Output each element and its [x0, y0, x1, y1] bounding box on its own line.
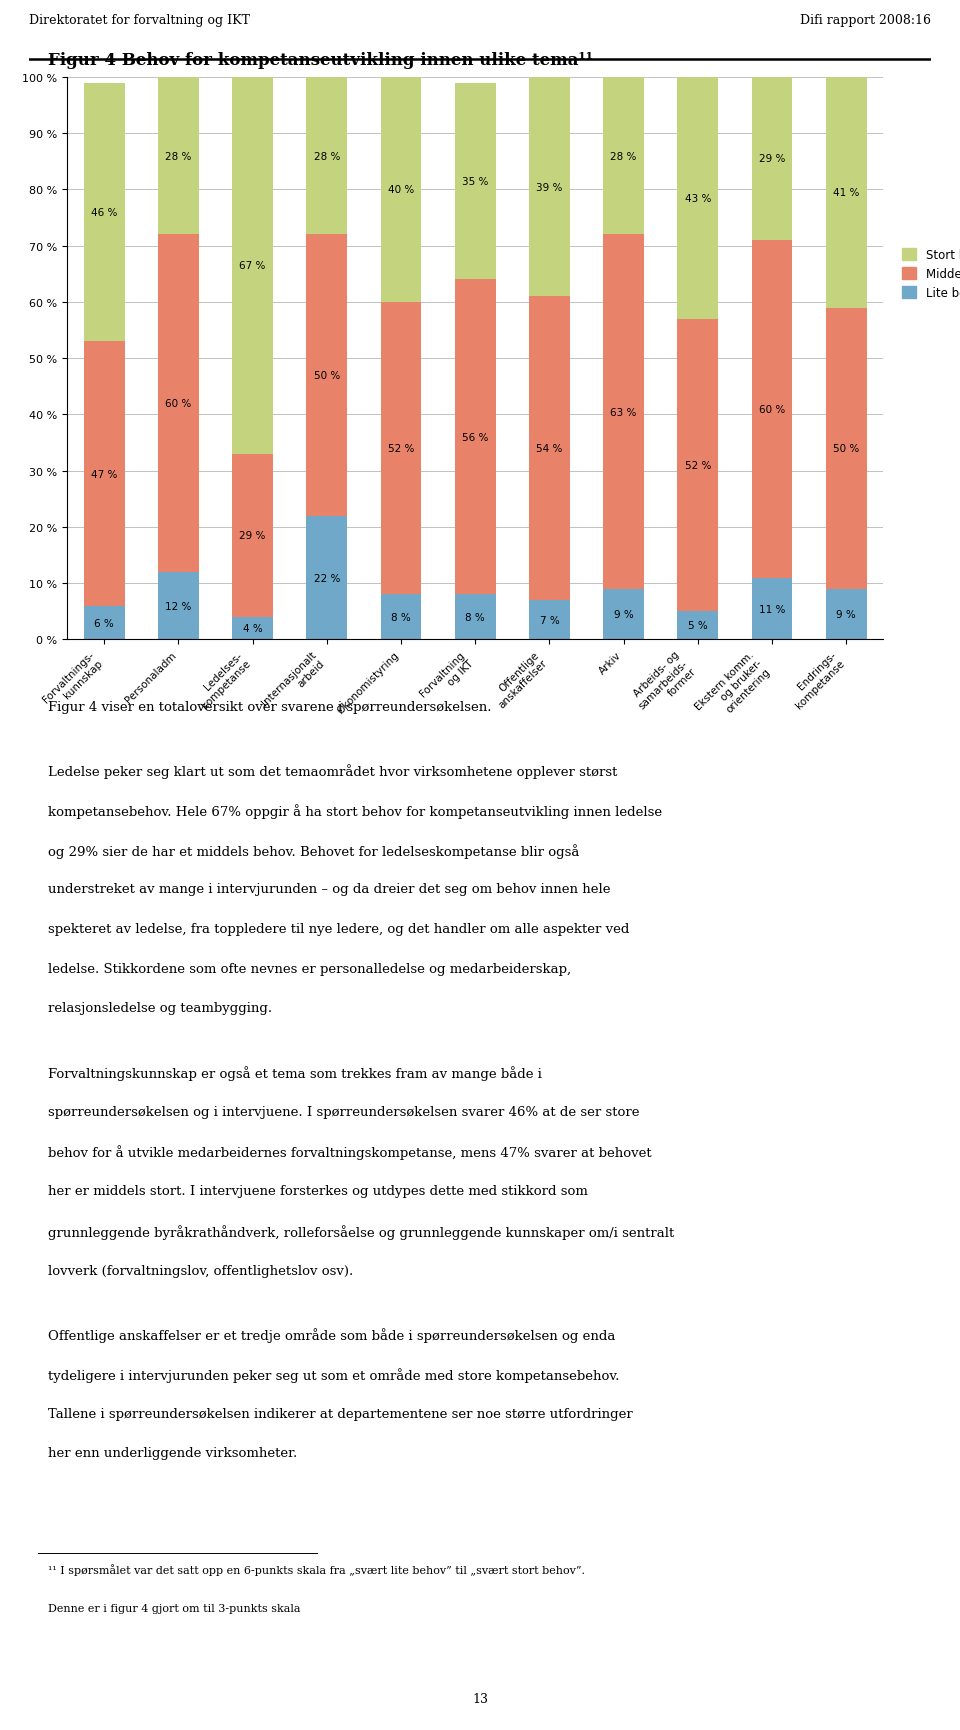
- Text: 60 %: 60 %: [165, 400, 192, 408]
- Bar: [603, 235, 644, 590]
- Text: spørreundersøkelsen og i intervjuene. I spørreundersøkelsen svarer 46% at de ser: spørreundersøkelsen og i intervjuene. I …: [48, 1105, 639, 1118]
- Text: 50 %: 50 %: [314, 370, 340, 381]
- Bar: [84, 83, 125, 343]
- Text: 28 %: 28 %: [165, 152, 192, 161]
- Bar: [158, 78, 199, 235]
- Text: 39 %: 39 %: [537, 182, 563, 192]
- Bar: [529, 78, 570, 298]
- Bar: [752, 240, 792, 578]
- Bar: [678, 78, 718, 320]
- Text: 29 %: 29 %: [758, 154, 785, 164]
- Text: og 29% sier de har et middels behov. Behovet for ledelseskompetanse blir også: og 29% sier de har et middels behov. Beh…: [48, 843, 580, 858]
- Text: 29 %: 29 %: [239, 531, 266, 541]
- Text: 47 %: 47 %: [91, 469, 117, 479]
- Legend: Stort behov, Middels behov, Lite behov: Stort behov, Middels behov, Lite behov: [898, 244, 960, 304]
- Text: 40 %: 40 %: [388, 185, 414, 195]
- Text: Figur 4 viser en totaloversikt over svarene i spørreundersøkelsen.: Figur 4 viser en totaloversikt over svar…: [48, 701, 492, 713]
- Bar: [826, 78, 867, 308]
- Text: 50 %: 50 %: [833, 445, 859, 453]
- Bar: [306, 516, 348, 640]
- Bar: [306, 78, 348, 235]
- Text: 52 %: 52 %: [684, 460, 711, 471]
- Bar: [232, 78, 273, 455]
- Text: Difi rapport 2008:16: Difi rapport 2008:16: [801, 14, 931, 28]
- Bar: [306, 235, 348, 516]
- Text: Tallene i spørreundersøkelsen indikerer at departementene ser noe større utfordr: Tallene i spørreundersøkelsen indikerer …: [48, 1406, 633, 1420]
- Bar: [455, 595, 495, 640]
- Text: 60 %: 60 %: [758, 405, 785, 415]
- Bar: [826, 590, 867, 640]
- Text: Forvaltningskunnskap er også et tema som trekkes fram av mange både i: Forvaltningskunnskap er også et tema som…: [48, 1066, 541, 1080]
- Text: 8 %: 8 %: [466, 612, 485, 623]
- Bar: [752, 578, 792, 640]
- Bar: [158, 573, 199, 640]
- Text: 11 %: 11 %: [758, 604, 785, 614]
- Text: ledelse. Stikkordene som ofte nevnes er personalledelse og medarbeiderskap,: ledelse. Stikkordene som ofte nevnes er …: [48, 962, 571, 976]
- Bar: [455, 83, 495, 280]
- Text: 6 %: 6 %: [94, 618, 114, 628]
- Bar: [529, 600, 570, 640]
- Text: 46 %: 46 %: [91, 208, 117, 218]
- Bar: [84, 343, 125, 606]
- Text: 8 %: 8 %: [391, 612, 411, 623]
- Text: 4 %: 4 %: [243, 625, 262, 633]
- Bar: [678, 612, 718, 640]
- Text: ¹¹ I spørsmålet var det satt opp en 6-punkts skala fra „svært lite behov” til „s: ¹¹ I spørsmålet var det satt opp en 6-pu…: [48, 1564, 585, 1576]
- Text: 28 %: 28 %: [611, 152, 636, 161]
- Bar: [455, 280, 495, 595]
- Text: spekteret av ledelse, fra toppledere til nye ledere, og det handler om alle aspe: spekteret av ledelse, fra toppledere til…: [48, 922, 630, 936]
- Text: 67 %: 67 %: [239, 261, 266, 272]
- Bar: [158, 235, 199, 573]
- Text: 9 %: 9 %: [613, 609, 634, 619]
- Text: 5 %: 5 %: [688, 621, 708, 631]
- Bar: [603, 590, 644, 640]
- Text: 22 %: 22 %: [314, 573, 340, 583]
- Text: grunnleggende byråkrathåndverk, rolleforsåelse og grunnleggende kunnskaper om/i : grunnleggende byråkrathåndverk, rollefor…: [48, 1225, 674, 1239]
- Text: behov for å utvikle medarbeidernes forvaltningskompetanse, mens 47% svarer at be: behov for å utvikle medarbeidernes forva…: [48, 1145, 652, 1159]
- Bar: [84, 606, 125, 640]
- Text: 9 %: 9 %: [836, 609, 856, 619]
- Bar: [678, 320, 718, 612]
- Text: 56 %: 56 %: [462, 432, 489, 443]
- Bar: [380, 78, 421, 303]
- Text: 12 %: 12 %: [165, 602, 192, 611]
- Text: 52 %: 52 %: [388, 445, 414, 453]
- Text: Ledelse peker seg klart ut som det temaområdet hvor virksomhetene opplever størs: Ledelse peker seg klart ut som det temao…: [48, 765, 617, 778]
- Text: lovverk (forvaltningslov, offentlighetslov osv).: lovverk (forvaltningslov, offentlighetsl…: [48, 1265, 353, 1277]
- Text: relasjonsledelse og teambygging.: relasjonsledelse og teambygging.: [48, 1002, 272, 1016]
- Text: tydeligere i intervjurunden peker seg ut som et område med store kompetansebehov: tydeligere i intervjurunden peker seg ut…: [48, 1367, 619, 1382]
- Text: 41 %: 41 %: [833, 189, 859, 199]
- Bar: [603, 78, 644, 235]
- Bar: [529, 298, 570, 600]
- Bar: [380, 303, 421, 595]
- Text: Denne er i figur 4 gjort om til 3-punkts skala: Denne er i figur 4 gjort om til 3-punkts…: [48, 1604, 300, 1614]
- Bar: [752, 78, 792, 240]
- Bar: [826, 308, 867, 590]
- Text: 28 %: 28 %: [314, 152, 340, 161]
- Text: Figur 4 Behov for kompetanseutvikling innen ulike tema¹¹: Figur 4 Behov for kompetanseutvikling in…: [48, 52, 593, 69]
- Text: 35 %: 35 %: [462, 176, 489, 187]
- Bar: [232, 618, 273, 640]
- Text: 13: 13: [472, 1692, 488, 1706]
- Text: 54 %: 54 %: [537, 445, 563, 453]
- Text: 7 %: 7 %: [540, 616, 560, 626]
- Text: Offentlige anskaffelser er et tredje område som både i spørreundersøkelsen og en: Offentlige anskaffelser er et tredje omr…: [48, 1327, 615, 1342]
- Text: her enn underliggende virksomheter.: her enn underliggende virksomheter.: [48, 1446, 298, 1460]
- Bar: [380, 595, 421, 640]
- Text: kompetansebehov. Hele 67% oppgir å ha stort behov for kompetanseutvikling innen : kompetansebehov. Hele 67% oppgir å ha st…: [48, 803, 662, 818]
- Text: understreket av mange i intervjurunden – og da dreier det seg om behov innen hel: understreket av mange i intervjurunden –…: [48, 882, 611, 896]
- Text: 63 %: 63 %: [611, 407, 636, 417]
- Text: 43 %: 43 %: [684, 194, 711, 204]
- Text: her er middels stort. I intervjuene forsterkes og utdypes dette med stikkord som: her er middels stort. I intervjuene fors…: [48, 1185, 588, 1197]
- Text: Direktoratet for forvaltning og IKT: Direktoratet for forvaltning og IKT: [29, 14, 250, 28]
- Bar: [232, 455, 273, 618]
